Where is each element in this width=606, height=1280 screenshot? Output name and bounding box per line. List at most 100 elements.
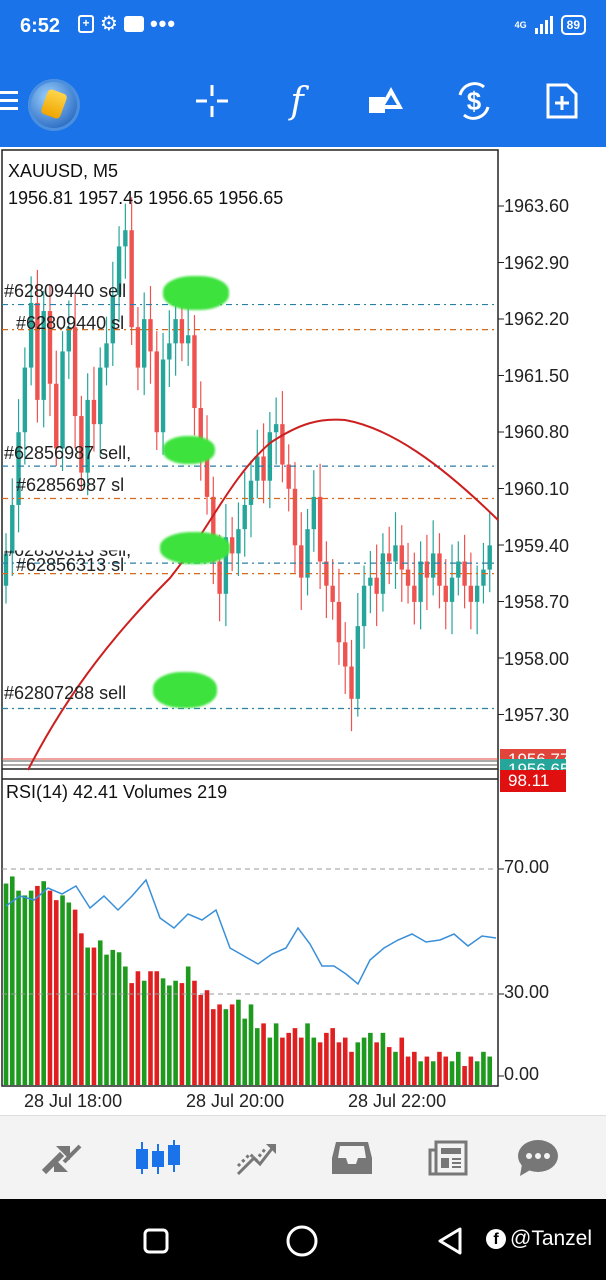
volume-bar bbox=[462, 1066, 467, 1085]
order-label-sl-1[interactable]: #62809440 sl bbox=[16, 313, 125, 333]
volume-bar bbox=[242, 1018, 248, 1085]
trade-icon[interactable] bbox=[232, 1134, 280, 1182]
volume-bar bbox=[336, 1042, 342, 1085]
volume-bar bbox=[273, 1023, 279, 1085]
indicator-value-badge: 98.11 bbox=[500, 770, 566, 792]
candle-body bbox=[456, 561, 461, 578]
candle-body bbox=[60, 351, 65, 449]
candle-body bbox=[16, 432, 21, 505]
chart-frame bbox=[1, 149, 499, 1087]
volume-bar bbox=[342, 1037, 348, 1085]
candle-body bbox=[91, 399, 97, 425]
volume-bar bbox=[28, 890, 34, 1085]
chart-icon[interactable] bbox=[134, 1134, 182, 1182]
news-icon[interactable] bbox=[424, 1134, 472, 1182]
volume-bar bbox=[85, 947, 90, 1085]
candle-body bbox=[317, 496, 323, 562]
candle-body bbox=[468, 585, 474, 602]
plus-box-icon: + bbox=[78, 15, 94, 33]
order-label-sell-2[interactable]: #62856987 sell, bbox=[4, 443, 132, 463]
candle-body bbox=[41, 311, 46, 400]
candle-body bbox=[135, 327, 141, 368]
order-label-sell-3[interactable]: #62856313 sell, bbox=[4, 540, 132, 561]
candle-body bbox=[374, 577, 379, 594]
candle-body bbox=[481, 569, 486, 586]
candle-body bbox=[35, 302, 40, 400]
scribble-redaction bbox=[163, 276, 229, 310]
volume-bar bbox=[217, 1004, 222, 1085]
candle-body bbox=[280, 424, 285, 465]
more-dots-icon: ••• bbox=[149, 11, 177, 36]
candle-body bbox=[487, 545, 492, 570]
volume-bar bbox=[116, 952, 122, 1085]
app-logo[interactable] bbox=[28, 79, 80, 131]
candle-body bbox=[405, 569, 411, 586]
order-label-sell-1[interactable]: #62809440 sell bbox=[4, 281, 127, 301]
recent-apps-button[interactable] bbox=[136, 1221, 176, 1261]
candle-body bbox=[305, 529, 310, 578]
volume-bar bbox=[236, 999, 241, 1085]
price-axis-label: 1957.30 bbox=[504, 705, 570, 725]
menu-icon[interactable] bbox=[0, 91, 18, 111]
volume-bar bbox=[261, 1023, 266, 1085]
signal-icon bbox=[534, 16, 553, 34]
candle-body bbox=[129, 230, 134, 328]
chart-ohlc: 1956.81 1957.45 1956.65 1956.65 bbox=[8, 188, 284, 208]
chart-area[interactable]: XAUUSD, M5 1956.81 1957.45 1956.65 1956.… bbox=[0, 148, 606, 1115]
back-button[interactable] bbox=[430, 1221, 470, 1261]
candle-body bbox=[336, 601, 342, 643]
time-axis-label: 28 Jul 20:00 bbox=[186, 1091, 285, 1111]
volume-bar bbox=[437, 1051, 442, 1085]
indicator-axis-label: 0.00 bbox=[504, 1064, 540, 1084]
order-label-sl-2[interactable]: #62856987 sl bbox=[16, 475, 125, 495]
candle-body bbox=[217, 561, 222, 594]
price-axis-label: 1962.90 bbox=[504, 253, 570, 273]
function-icon[interactable]: f bbox=[290, 80, 304, 122]
volume-bar bbox=[141, 980, 147, 1085]
volume-bar bbox=[324, 1032, 329, 1085]
volume-bar bbox=[330, 1028, 335, 1085]
candle-body bbox=[255, 456, 260, 481]
volume-bar bbox=[468, 1056, 474, 1085]
rsi-line bbox=[5, 878, 497, 986]
volume-bar bbox=[248, 1004, 254, 1085]
candle-body bbox=[443, 585, 448, 602]
volume-bar bbox=[405, 1056, 411, 1085]
candle-body bbox=[349, 666, 354, 699]
candle-body bbox=[204, 448, 210, 497]
history-icon[interactable] bbox=[328, 1134, 376, 1182]
candle-body bbox=[66, 327, 72, 352]
trade-icon[interactable]: $ bbox=[450, 77, 498, 125]
candle-body bbox=[242, 504, 247, 530]
order-label-sl-3[interactable]: #62856313 sl bbox=[16, 555, 125, 575]
game-icon bbox=[123, 16, 144, 32]
candle-body bbox=[412, 585, 417, 602]
volume-bar bbox=[456, 1051, 461, 1085]
candle-body bbox=[399, 545, 404, 570]
volume-bar bbox=[368, 1032, 373, 1085]
home-button[interactable] bbox=[282, 1221, 322, 1261]
price-chart[interactable] bbox=[0, 148, 606, 1115]
chat-icon[interactable] bbox=[514, 1134, 562, 1182]
candle-body bbox=[430, 553, 436, 578]
candle-body bbox=[361, 585, 367, 627]
scribble-redaction bbox=[153, 672, 217, 708]
crosshair-icon[interactable] bbox=[188, 77, 236, 125]
volume-bar bbox=[135, 971, 141, 1085]
volume-bar bbox=[443, 1056, 449, 1085]
order-lines-layer bbox=[2, 205, 504, 766]
candle-body bbox=[160, 359, 166, 433]
candle-body bbox=[236, 529, 241, 554]
objects-icon[interactable] bbox=[362, 77, 410, 125]
order-label-sell-4[interactable]: #62807288 sell bbox=[4, 683, 127, 703]
volume-bar bbox=[148, 971, 153, 1085]
new-order-icon[interactable] bbox=[538, 77, 586, 125]
quotes-icon[interactable] bbox=[38, 1134, 86, 1182]
candle-body bbox=[123, 230, 128, 247]
price-axis-label: 1962.20 bbox=[504, 309, 570, 329]
watermark: f @Tanzel bbox=[486, 1227, 592, 1251]
volume-bar bbox=[16, 890, 21, 1085]
bottom-navigation bbox=[0, 1115, 606, 1199]
scribble-redaction bbox=[163, 436, 215, 464]
volume-bar bbox=[317, 1042, 323, 1085]
